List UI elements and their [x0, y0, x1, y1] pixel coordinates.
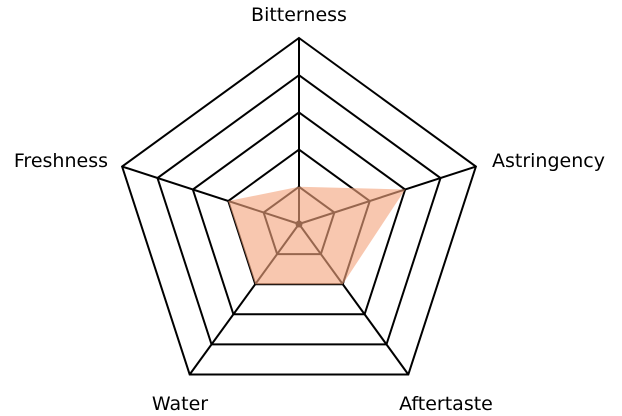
- axis-labels: Bitterness Astringency Aftertaste Water Fres…: [14, 4, 605, 415]
- series-area: [228, 186, 406, 285]
- axis-label-freshness: Freshness: [14, 150, 108, 172]
- axis-label-water: Water: [152, 393, 208, 415]
- grid-ring-3: [191, 111, 407, 316]
- series-polygon: [228, 186, 406, 285]
- axis-label-astringency: Astringency: [492, 150, 605, 172]
- axis-label-bitterness: Bitterness: [251, 4, 347, 26]
- axis-label-aftertaste: Aftertaste: [399, 393, 493, 415]
- grid-ring-4: [156, 73, 442, 346]
- grid-ring-5: [120, 36, 478, 376]
